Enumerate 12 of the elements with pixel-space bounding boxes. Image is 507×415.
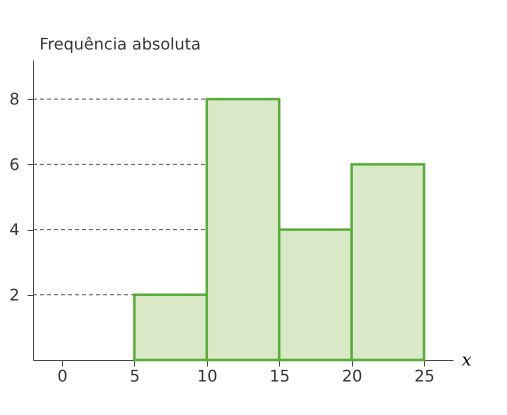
x-tick-label: 20 [342, 366, 362, 386]
x-tick-label: 15 [270, 366, 290, 386]
y-tick-label: 8 [9, 90, 20, 109]
x-tick-label: 10 [197, 366, 218, 386]
y-axis-title: Frequência absoluta [40, 34, 201, 54]
x-tick-label: 5 [130, 366, 140, 386]
x-tick-label: 25 [414, 366, 435, 386]
x-tick-label: 0 [57, 366, 68, 386]
x-axis-title: x [462, 350, 472, 370]
y-tick-label: 2 [9, 285, 20, 304]
y-tick-label: 6 [9, 154, 20, 174]
y-tick-label: 4 [9, 220, 20, 240]
